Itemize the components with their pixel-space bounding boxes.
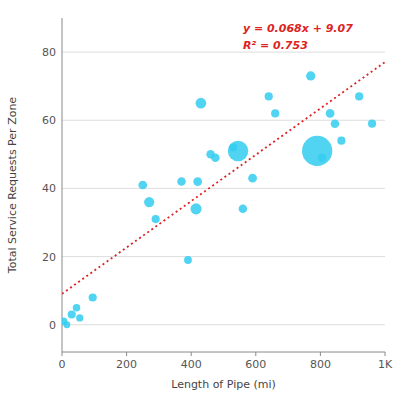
scatter-point [68, 310, 76, 318]
x-tick [385, 352, 386, 356]
x-tick-label: 800 [310, 358, 331, 371]
y-tick-label: 60 [42, 114, 56, 127]
y-tick-label: 20 [42, 251, 56, 264]
grid-line [62, 188, 385, 189]
scatter-point [184, 256, 192, 264]
x-tick [191, 352, 192, 356]
scatter-point [271, 109, 279, 117]
scatter-point [318, 154, 326, 162]
scatter-point [331, 119, 340, 128]
grid-line [62, 52, 385, 53]
scatter-point [248, 174, 257, 183]
x-tick [320, 352, 321, 356]
scatter-point [190, 203, 201, 214]
x-axis-label: Length of Pipe (mi) [171, 378, 276, 391]
scatter-point [306, 71, 315, 80]
scatter-point [73, 304, 81, 312]
y-tick-label: 0 [49, 319, 56, 332]
scatter-point [211, 153, 220, 162]
scatter-point [337, 137, 345, 145]
scatter-point [265, 92, 273, 100]
x-tick [255, 352, 256, 356]
y-tick-label: 80 [42, 46, 56, 59]
chart: 02040608002004006008001Ky = 0.068x + 9.0… [0, 0, 401, 400]
y-axis-line [62, 18, 63, 352]
x-tick-label: 200 [116, 358, 137, 371]
x-tick [126, 352, 127, 356]
x-tick-label: 600 [245, 358, 266, 371]
scatter-point [326, 109, 335, 118]
regression-line [62, 62, 385, 294]
grid-line [62, 324, 385, 325]
x-tick-label: 400 [181, 358, 202, 371]
scatter-point [177, 177, 186, 186]
scatter-point [239, 205, 248, 214]
scatter-point [138, 181, 147, 190]
scatter-point [193, 177, 202, 186]
scatter-point [144, 197, 154, 207]
grid-line [62, 256, 385, 257]
scatter-point [76, 314, 83, 321]
scatter-point [196, 98, 207, 109]
x-tick-label: 1K [378, 358, 393, 371]
grid [62, 52, 385, 325]
scatter-point [152, 215, 160, 223]
scatter-point [228, 141, 248, 161]
x-axis-line [62, 352, 385, 353]
scatter-point [89, 293, 97, 301]
y-tick-label: 40 [42, 182, 56, 195]
annotation: y = 0.068x + 9.07 [243, 22, 353, 35]
scatter-point [355, 92, 363, 100]
scatter-point [63, 321, 70, 328]
plot-area [62, 62, 385, 328]
x-tick [62, 352, 63, 356]
annotation: R² = 0.753 [243, 39, 308, 52]
scatter-point [302, 136, 332, 166]
scatter-point [368, 120, 376, 128]
x-tick-label: 0 [59, 358, 66, 371]
y-axis-label: Total Service Requests Per Zone [6, 97, 19, 275]
